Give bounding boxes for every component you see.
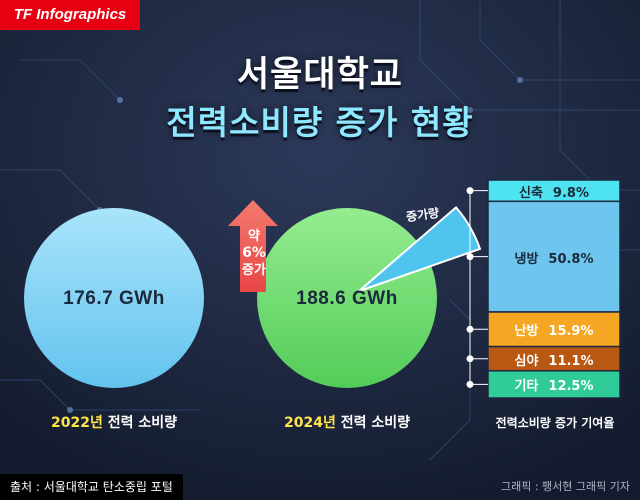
segment-value: 11.1% bbox=[548, 353, 594, 369]
segment-label-other: 기타 12.5% bbox=[488, 375, 620, 394]
increase-arrow bbox=[228, 200, 278, 292]
increase-label-bottom: 증가 bbox=[242, 263, 266, 278]
segment-label-night: 심야 11.1% bbox=[488, 350, 620, 369]
segment-label-cooling: 냉방 50.8% bbox=[488, 248, 620, 267]
page-subtitle: 전력소비량 증가 현황 bbox=[166, 103, 474, 142]
caption-2024-text: 전력 소비량 bbox=[335, 415, 410, 431]
pie-2024-value: 188.6 GWh bbox=[296, 288, 398, 309]
increase-label-top: 약 bbox=[248, 229, 260, 244]
segment-name: 심야 bbox=[514, 353, 539, 369]
segment-name: 난방 bbox=[514, 324, 539, 340]
segment-name: 기타 bbox=[514, 379, 539, 395]
pie-2024 bbox=[257, 208, 437, 388]
graphic-credit: 그래픽 : 팽서현 그래픽 기자 bbox=[500, 480, 630, 493]
pie-2022-value: 176.7 GWh bbox=[63, 288, 165, 309]
caption-2024-year: 2024년 bbox=[283, 415, 336, 431]
caption-2022: 2022년 전력 소비량 bbox=[14, 412, 214, 432]
caption-2022-year: 2022년 bbox=[50, 415, 103, 431]
caption-2022-text: 전력 소비량 bbox=[102, 415, 177, 431]
segment-label-new-building: 신축 9.8% bbox=[488, 182, 620, 201]
segment-name: 신축 bbox=[519, 185, 543, 201]
segment-label-heating: 난방 15.9% bbox=[488, 320, 620, 339]
page-title: 서울대학교 bbox=[236, 55, 403, 95]
contribution-leaders bbox=[466, 187, 488, 388]
contribution-caption: 전력소비량 증가 기여율 bbox=[495, 416, 615, 430]
segment-value: 9.8% bbox=[552, 185, 589, 201]
source-note: 출처 : 서울대학교 탄소중립 포털 bbox=[0, 474, 183, 500]
segment-name: 냉방 bbox=[514, 251, 539, 267]
caption-2024: 2024년 전력 소비량 bbox=[247, 412, 447, 432]
segment-value: 12.5% bbox=[548, 379, 594, 395]
pie-2022 bbox=[24, 208, 204, 388]
increase-label-percent: 6% bbox=[242, 245, 266, 261]
segment-value: 50.8% bbox=[548, 251, 594, 267]
segment-value: 15.9% bbox=[548, 324, 594, 340]
contribution-segment bbox=[487, 370, 621, 399]
brand-logo: TF Infographics bbox=[0, 0, 140, 30]
contribution-segment bbox=[487, 311, 621, 348]
contribution-bar bbox=[487, 179, 621, 399]
